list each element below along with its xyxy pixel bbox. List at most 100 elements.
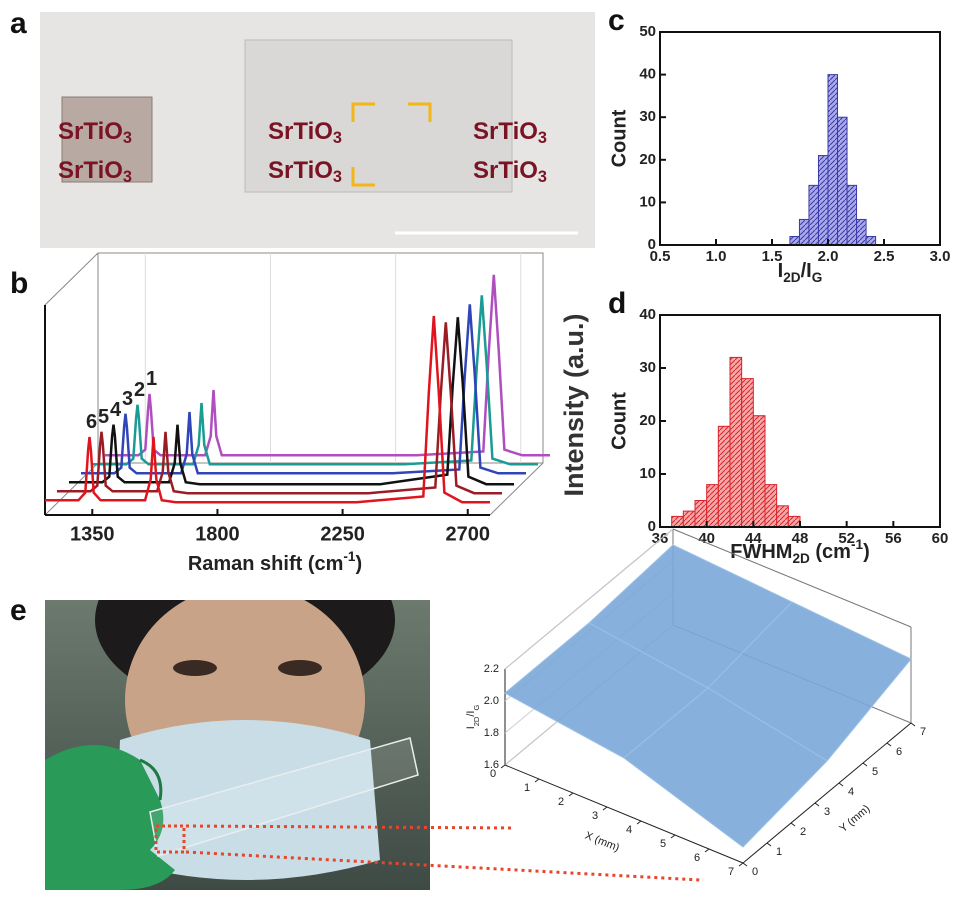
bar: [683, 511, 695, 527]
bar: [799, 219, 809, 245]
bar: [790, 236, 800, 245]
sample-label: SrTiO3: [473, 118, 547, 147]
y-tick-label: 0: [648, 518, 656, 535]
x-axis-title: Raman shift (cm-1): [188, 549, 362, 576]
bar: [809, 185, 819, 245]
text-part: SrTiO: [268, 157, 333, 184]
plot-frame: [660, 32, 940, 245]
x-tick-label: 1.0: [706, 248, 727, 265]
series-label: 2: [134, 379, 145, 401]
text-part: 3: [333, 168, 342, 186]
photo-e: [45, 530, 430, 890]
y-tick-label: 50: [639, 23, 656, 40]
x-tick-label: 3.0: [930, 248, 951, 265]
bar: [695, 501, 707, 528]
x-tick-label: 5: [660, 838, 666, 850]
x-tick-label: 2: [558, 796, 564, 808]
text-part: FWHM: [730, 541, 792, 563]
x-tick-label: 0: [490, 768, 496, 780]
text-part: G: [472, 705, 481, 711]
x-tick-label: 3: [592, 810, 598, 822]
x-tick: [637, 821, 641, 824]
bar: [753, 416, 765, 527]
bar: [718, 426, 730, 527]
z-axis-title: I2D/IG: [465, 705, 481, 730]
y-tick-label: 40: [639, 66, 656, 83]
bar: [818, 156, 828, 245]
x-tick-label: 1: [524, 782, 530, 794]
sample-label: SrTiO3: [268, 118, 342, 147]
x-tick-label: 2250: [320, 523, 365, 545]
y-tick: [863, 763, 867, 766]
series-label: 6: [86, 411, 97, 433]
y-axis-title: Intensity (a.u.): [559, 313, 589, 496]
text-part: G: [812, 270, 823, 285]
panel-label: c: [608, 4, 625, 37]
panel-label: e: [10, 594, 27, 627]
bar: [866, 236, 876, 245]
text-part: SrTiO: [473, 118, 538, 145]
y-tick: [815, 803, 819, 806]
y-axis-title: Count: [608, 109, 630, 167]
bar: [730, 357, 742, 527]
y-tick-label: 4: [848, 786, 854, 798]
x-tick: [501, 765, 505, 768]
panel-label: d: [608, 287, 626, 320]
y-tick-label: 10: [639, 193, 656, 210]
x-tick: [535, 779, 539, 782]
bar: [857, 219, 867, 245]
y-tick-label: 10: [639, 465, 656, 482]
y-tick-label: 3: [824, 806, 830, 818]
bar: [742, 379, 754, 527]
y-tick: [911, 723, 915, 726]
y-tick: [767, 843, 771, 846]
x-tick: [603, 807, 607, 810]
x-tick: [671, 835, 675, 838]
y-tick-label: 0: [752, 866, 758, 878]
sample-label: SrTiO3: [473, 157, 547, 186]
y-tick-label: 20: [639, 412, 656, 429]
text-part: 3: [333, 129, 342, 147]
sample-label: SrTiO3: [268, 157, 342, 186]
text-part: 2D: [792, 551, 810, 566]
x-tick-label: 6: [694, 852, 700, 864]
y-tick-label: 6: [896, 746, 902, 758]
text-part: 2D: [783, 270, 801, 285]
y-tick-label: 1: [776, 846, 782, 858]
y-tick-label: 2: [800, 826, 806, 838]
x-tick-label: 2.5: [874, 248, 895, 265]
series-label: 5: [98, 406, 109, 428]
x-tick: [739, 863, 743, 866]
text-part: -1: [343, 549, 356, 564]
x-tick-label: 1800: [195, 523, 240, 545]
x-tick-label: 4: [626, 824, 632, 836]
x-tick-label: 2.0: [818, 248, 839, 265]
text-part: ): [863, 541, 870, 563]
y-tick-label: 30: [639, 359, 656, 376]
x-tick: [705, 849, 709, 852]
y-tick-label: 0: [648, 236, 656, 253]
text-part: /I: [801, 260, 812, 282]
eye: [173, 660, 217, 676]
y-tick-label: 20: [639, 151, 656, 168]
y-tick: [887, 743, 891, 746]
text-part: 3: [538, 129, 547, 147]
x-tick-label: 56: [885, 530, 902, 547]
panel-label: b: [10, 267, 28, 300]
text-part: Raman shift (cm: [188, 553, 344, 575]
bar: [828, 75, 838, 245]
text-part: 3: [538, 168, 547, 186]
x-tick-label: 1350: [70, 523, 115, 545]
text-part: SrTiO: [268, 118, 333, 145]
x-tick-label: 48: [792, 530, 809, 547]
text-part: 3: [123, 168, 132, 186]
y-axis-title: Y (mm): [837, 803, 872, 835]
x-tick: [569, 793, 573, 796]
text-part: (cm: [810, 541, 851, 563]
text-part: SrTiO: [58, 118, 123, 145]
y-tick: [839, 783, 843, 786]
z-tick-label: 2.2: [484, 663, 499, 675]
z-tick-label: 2.0: [484, 695, 499, 707]
x-axis-title: X (mm): [583, 830, 621, 855]
y-tick-label: 7: [920, 726, 926, 738]
